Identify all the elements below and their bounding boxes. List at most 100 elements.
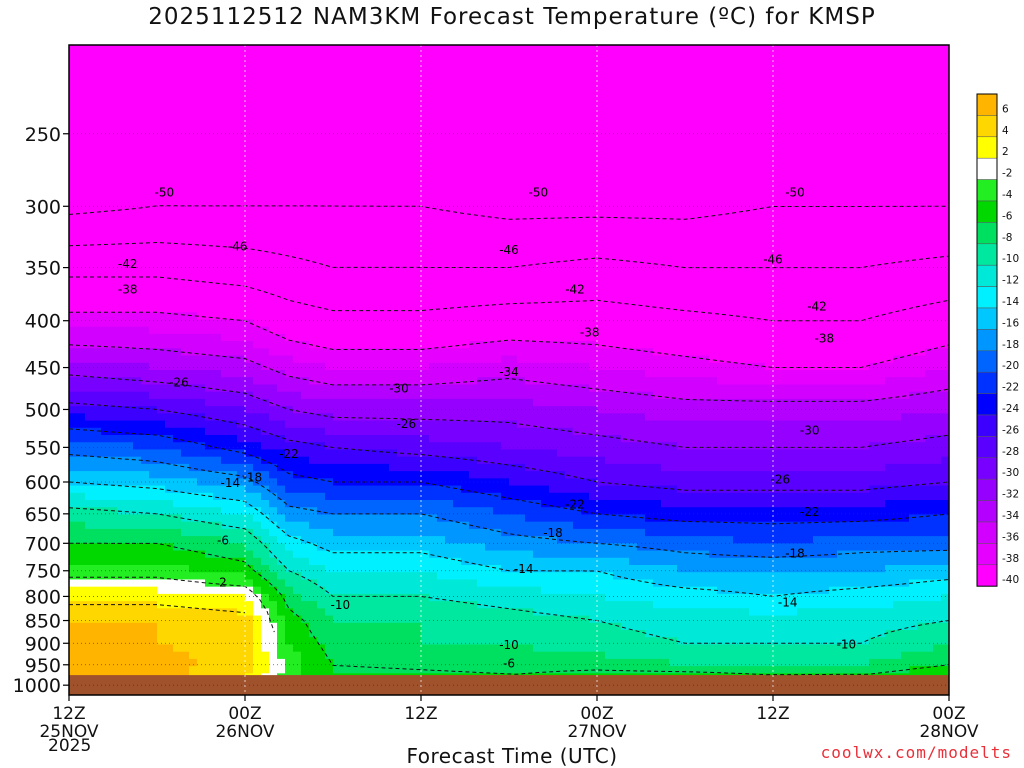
field-cell [229,240,238,248]
field-cell [245,485,254,494]
field-cell [301,370,310,378]
field-cell [381,240,390,248]
field-cell [93,102,102,111]
field-cell [213,131,222,140]
field-cell [69,153,78,162]
field-cell [197,81,206,89]
field-cell [485,377,494,386]
field-cell [173,500,182,508]
field-cell [245,290,254,299]
field-cell [117,550,126,559]
field-cell [181,420,190,429]
field-cell [93,196,102,205]
field-cell [413,370,422,378]
field-cell [165,276,174,284]
field-cell [485,81,494,89]
field-cell [149,81,158,89]
field-cell [133,543,142,552]
field-cell [397,391,406,400]
field-cell [269,196,278,205]
field-cell [365,167,374,176]
field-cell [493,500,502,508]
field-cell [77,247,86,256]
field-cell [221,218,230,227]
field-cell [397,297,406,306]
field-cell [421,572,430,581]
field-cell [405,312,414,321]
field-cell [421,370,430,378]
field-cell [197,124,206,133]
field-cell [125,102,134,111]
field-cell [277,615,286,624]
field-cell [341,435,350,443]
field-cell [509,485,518,494]
field-cell [189,225,198,234]
field-cell [173,586,182,595]
field-cell [493,189,502,198]
field-cell [85,471,94,479]
field-cell [445,225,454,234]
field-cell [293,52,302,61]
field-cell [221,644,230,653]
field-cell [101,413,110,422]
field-cell [213,312,222,321]
field-cell [197,550,206,559]
field-cell [133,644,142,653]
field-cell [437,312,446,321]
field-cell [285,572,294,581]
field-cell [461,630,470,638]
field-cell [437,153,446,162]
field-cell [413,463,422,472]
field-cell [461,644,470,653]
field-cell [493,391,502,400]
field-cell [269,579,278,588]
field-cell [181,240,190,248]
field-cell [453,182,462,191]
field-cell [101,261,110,270]
field-cell [381,333,390,342]
field-cell [413,196,422,205]
field-cell [405,276,414,284]
field-cell [429,261,438,270]
field-cell [333,651,342,660]
field-cell [365,355,374,364]
field-cell [485,630,494,638]
field-cell [301,449,310,458]
field-cell [85,586,94,595]
field-cell [317,442,326,451]
field-cell [301,608,310,617]
field-cell [221,565,230,573]
field-cell [317,427,326,436]
field-cell [205,362,214,371]
field-cell [229,615,238,624]
field-cell [149,427,158,436]
field-cell [405,471,414,479]
field-cell [125,175,134,183]
field-cell [429,543,438,552]
field-cell [77,377,86,386]
field-cell [405,651,414,660]
field-cell [197,435,206,443]
field-cell [501,124,510,133]
field-cell [405,290,414,299]
field-cell [277,254,286,263]
field-cell [445,110,454,118]
field-cell [469,146,478,154]
field-cell [309,471,318,479]
field-cell [165,268,174,277]
field-cell [277,312,286,321]
field-cell [261,124,270,133]
field-cell [189,608,198,617]
field-cell [109,160,118,169]
field-cell [109,550,118,559]
field-cell [333,66,342,75]
field-cell [221,536,230,544]
field-cell [181,45,190,53]
field-cell [117,261,126,270]
field-cell [309,500,318,508]
field-cell [445,528,454,537]
field-cell [429,247,438,256]
field-cell [477,622,486,631]
field-cell [165,160,174,169]
field-cell [397,167,406,176]
